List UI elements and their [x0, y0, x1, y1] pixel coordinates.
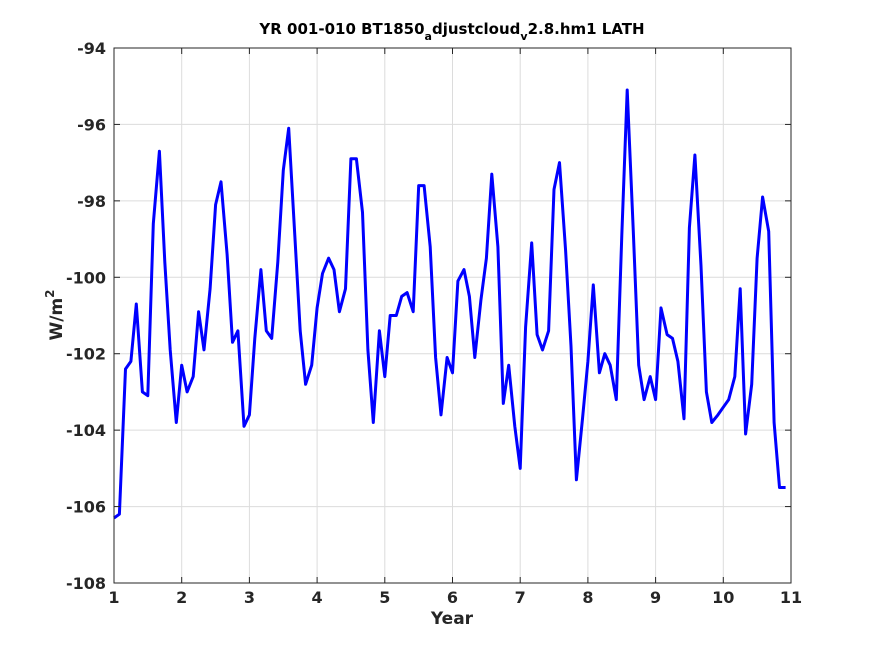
- x-tick-label: 4: [312, 588, 323, 607]
- y-tick-label: -104: [66, 421, 106, 440]
- x-axis-label: Year: [430, 609, 474, 629]
- x-tick-label: 8: [582, 588, 593, 607]
- y-tick-label: -94: [77, 39, 106, 58]
- x-tick-label: 7: [515, 588, 526, 607]
- y-axis-label: W/m2: [43, 289, 67, 340]
- y-tick-labels: -94 -96 -98 -100 -102 -104 -106 -108: [66, 39, 106, 593]
- x-tick-label: 11: [780, 588, 802, 607]
- chart-title: YR 001-010 BT1850adjustcloudv2.8.hm1 LAT…: [258, 20, 644, 43]
- y-tick-label: -96: [77, 115, 106, 134]
- ticks: [113, 47, 792, 584]
- y-tick-label: -102: [66, 345, 106, 364]
- series-layer: [113, 88, 786, 520]
- y-tick-label: -106: [66, 498, 106, 517]
- x-tick-label: 6: [447, 588, 458, 607]
- y-tick-label: -100: [66, 268, 106, 287]
- y-tick-label: -108: [66, 574, 106, 593]
- x-tick-label: 9: [650, 588, 661, 607]
- x-tick-label: 1: [108, 588, 119, 607]
- x-tick-label: 2: [176, 588, 187, 607]
- x-tick-label: 5: [379, 588, 390, 607]
- x-tick-labels: 1 2 3 4 5 6 7 8 9 10 11: [108, 588, 802, 607]
- series-line: [113, 88, 786, 520]
- y-tick-label: -98: [77, 192, 106, 211]
- x-tick-label: 3: [244, 588, 255, 607]
- x-tick-label: 10: [712, 588, 734, 607]
